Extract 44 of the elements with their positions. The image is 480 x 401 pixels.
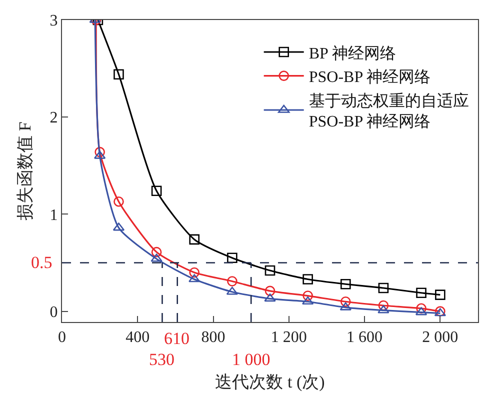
x-tick-label: 1 200 [270, 329, 307, 346]
point [264, 294, 276, 302]
point [189, 234, 200, 245]
point [227, 252, 238, 264]
legend-label: BP 神经网络 [308, 44, 396, 62]
point [378, 300, 389, 311]
point [416, 288, 426, 298]
y-tick-label: 2 [50, 110, 58, 127]
point [302, 296, 314, 305]
ref-line-label: 0.5 [31, 253, 52, 272]
point [340, 278, 351, 290]
point [416, 303, 426, 314]
y-tick-label: 3 [50, 12, 58, 30]
point [94, 146, 105, 158]
point [264, 265, 276, 276]
point [151, 246, 162, 258]
x-tick-label: 1 600 [346, 329, 383, 346]
point [150, 254, 162, 262]
y-tick-label: 0 [50, 304, 58, 321]
x-tick-label: 800 [201, 329, 226, 346]
legend-label: 基于动态权重的自适应 PSO-BP 神经网络 [308, 92, 469, 131]
legend-label: PSO-BP 神经网络 [308, 68, 430, 86]
point [378, 305, 390, 314]
x-axis-title: 迭代次数 t (次) [215, 372, 325, 392]
point [114, 196, 124, 207]
x-tick-label: 2 000 [422, 329, 458, 346]
y-tick-label: 1 [50, 206, 58, 224]
ref-line-label: 1 000 [232, 350, 270, 369]
point [227, 276, 238, 286]
ref-line-label: 610 [164, 329, 190, 348]
point [340, 296, 351, 307]
y-axis-title: 损失函数值 F [15, 122, 34, 220]
point [188, 274, 200, 282]
point [302, 274, 313, 284]
point [151, 186, 162, 196]
point [114, 69, 124, 80]
point [378, 282, 389, 294]
point [302, 290, 313, 301]
point [264, 286, 276, 296]
point [435, 290, 446, 300]
point [189, 267, 200, 278]
x-tick-label: 400 [126, 329, 150, 346]
ref-line-label: 530 [149, 350, 174, 369]
point [340, 302, 352, 310]
